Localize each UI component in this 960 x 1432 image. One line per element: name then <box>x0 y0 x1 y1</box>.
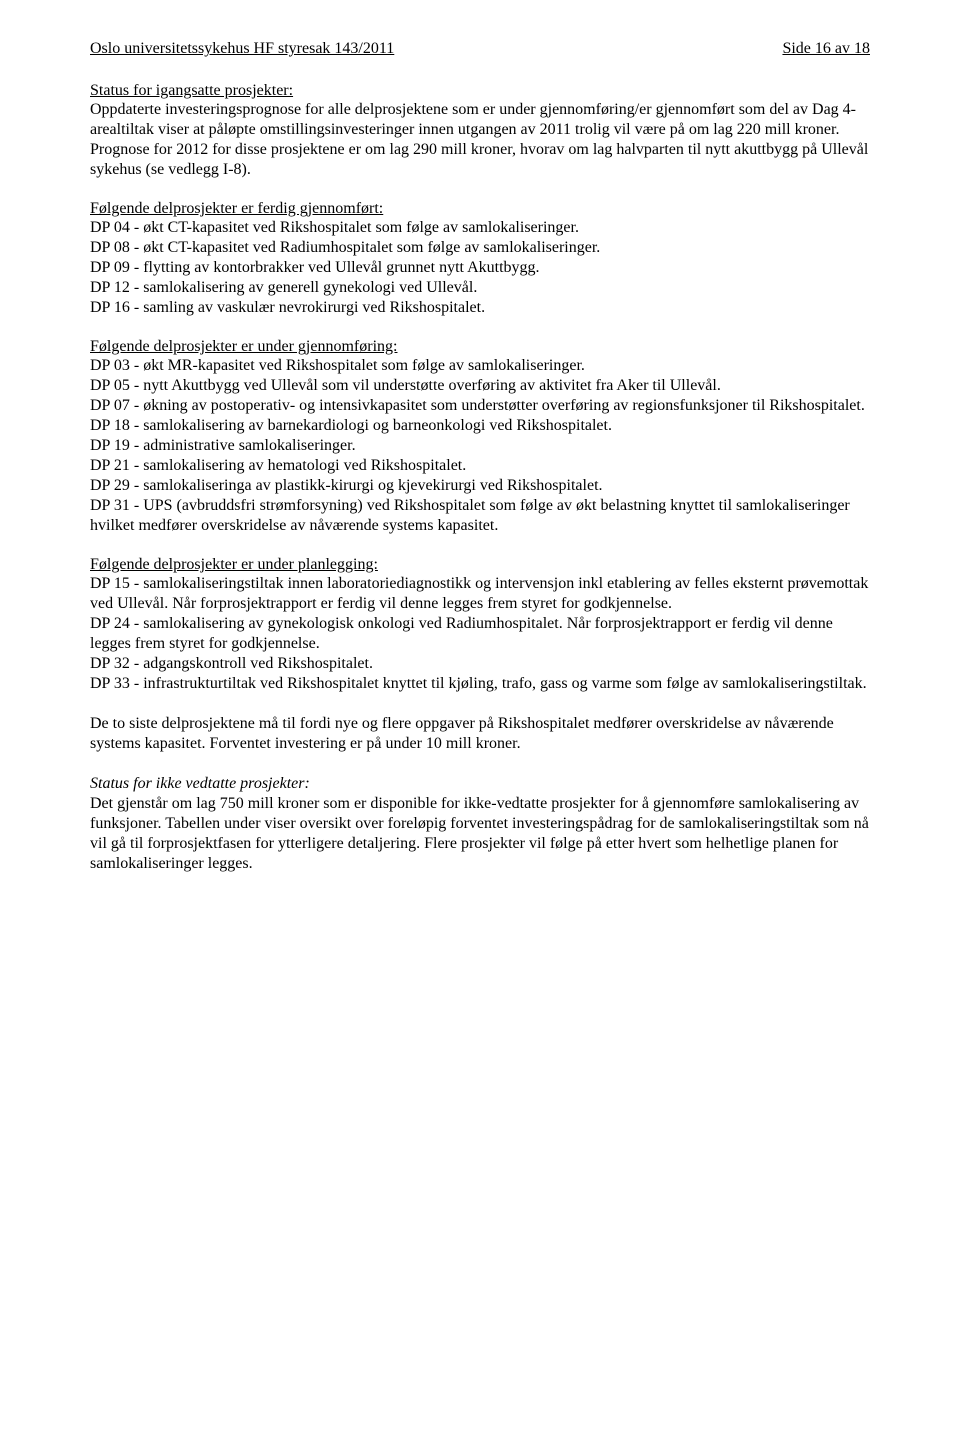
completed-block: Følgende delprosjekter er ferdig gjennom… <box>90 200 870 318</box>
planning-item: DP 15 - samlokaliseringstiltak innen lab… <box>90 574 870 614</box>
inprogress-item: DP 05 - nytt Akuttbygg ved Ullevål som v… <box>90 376 870 396</box>
completed-item: DP 12 - samlokalisering av generell gyne… <box>90 278 870 298</box>
planning-block: Følgende delprosjekter er under planlegg… <box>90 556 870 694</box>
inprogress-title: Følgende delprosjekter er under gjennomf… <box>90 338 870 356</box>
inprogress-item: DP 07 - økning av postoperativ- og inten… <box>90 396 870 416</box>
inprogress-item: DP 29 - samlokaliseringa av plastikk-kir… <box>90 476 870 496</box>
status-not-adopted-title: Status for ikke vedtatte prosjekter: <box>90 774 870 794</box>
completed-title: Følgende delprosjekter er ferdig gjennom… <box>90 200 870 218</box>
inprogress-item: DP 21 - samlokalisering av hematologi ve… <box>90 456 870 476</box>
closing-para-1: De to siste delprosjektene må til fordi … <box>90 714 870 754</box>
planning-item: DP 33 - infrastrukturtiltak ved Rikshosp… <box>90 674 870 694</box>
header-left: Oslo universitetssykehus HF styresak 143… <box>90 40 394 58</box>
planning-item: DP 32 - adgangskontroll ved Rikshospital… <box>90 654 870 674</box>
intro-body: Oppdaterte investeringsprognose for alle… <box>90 100 870 180</box>
inprogress-item: DP 19 - administrative samlokaliseringer… <box>90 436 870 456</box>
completed-item: DP 08 - økt CT-kapasitet ved Radiumhospi… <box>90 238 870 258</box>
page-header: Oslo universitetssykehus HF styresak 143… <box>90 40 870 58</box>
planning-title: Følgende delprosjekter er under planlegg… <box>90 556 870 574</box>
planning-item: DP 24 - samlokalisering av gynekologisk … <box>90 614 870 654</box>
completed-item: DP 09 - flytting av kontorbrakker ved Ul… <box>90 258 870 278</box>
closing-para-2: Det gjenstår om lag 750 mill kroner som … <box>90 794 870 874</box>
intro-block: Status for igangsatte prosjekter: Oppdat… <box>90 82 870 180</box>
inprogress-item: DP 18 - samlokalisering av barnekardiolo… <box>90 416 870 436</box>
inprogress-item: DP 31 - UPS (avbruddsfri strømforsyning)… <box>90 496 870 536</box>
status-not-adopted-block: Status for ikke vedtatte prosjekter: Det… <box>90 774 870 874</box>
intro-title: Status for igangsatte prosjekter: <box>90 82 870 100</box>
completed-item: DP 04 - økt CT-kapasitet ved Rikshospita… <box>90 218 870 238</box>
document-page: Oslo universitetssykehus HF styresak 143… <box>0 0 960 934</box>
inprogress-item: DP 03 - økt MR-kapasitet ved Rikshospita… <box>90 356 870 376</box>
header-right: Side 16 av 18 <box>782 40 870 58</box>
completed-item: DP 16 - samling av vaskulær nevrokirurgi… <box>90 298 870 318</box>
inprogress-block: Følgende delprosjekter er under gjennomf… <box>90 338 870 536</box>
